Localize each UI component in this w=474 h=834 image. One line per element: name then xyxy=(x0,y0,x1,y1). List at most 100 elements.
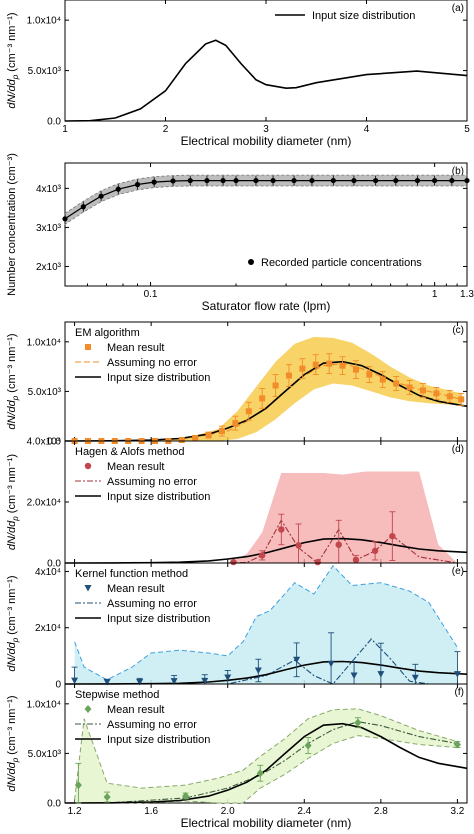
y-axis-label-main: dN/dd xyxy=(6,641,18,671)
y-axis-label-sub: p xyxy=(11,516,20,522)
legend-label: Input size distribution xyxy=(107,491,210,503)
data-point xyxy=(115,186,121,192)
data-point xyxy=(134,181,141,188)
x-tick-label: 0.1 xyxy=(144,289,158,300)
y-tick-label: 0.0 xyxy=(47,117,61,128)
x-tick-label: 2.0 xyxy=(221,806,235,817)
panel-c: 0.0 5.0x10³ 1.0x10⁴ (c) dN/ddp (cm⁻³ nm⁻¹) EM… xyxy=(6,321,468,448)
series-line-input xyxy=(64,39,468,122)
series-line-input xyxy=(64,360,468,442)
y-axis-label-unit: (cm⁻³ nm⁻¹) xyxy=(6,12,18,74)
data-point xyxy=(151,179,157,185)
panel-label: (a) xyxy=(452,3,464,14)
data-point xyxy=(458,396,465,403)
y-tick-label: 3x10³ xyxy=(36,223,62,234)
x-tick-label: 1.2 xyxy=(68,806,82,817)
legend-title: EM algorithm xyxy=(75,327,140,339)
series-line-input xyxy=(64,722,468,804)
data-point xyxy=(352,556,360,564)
legend-swatch-marker xyxy=(248,259,254,265)
data-point xyxy=(326,360,333,367)
x-tick-label: 2.8 xyxy=(374,806,388,817)
legend-label: Mean result xyxy=(107,583,164,595)
data-point xyxy=(253,177,259,184)
panel-e: 0 2x10⁴ 4x10⁴ (e) dN/ddp (cm⁻³ nm⁻¹) Kernel f… xyxy=(6,562,468,691)
data-point xyxy=(350,672,358,680)
data-point xyxy=(414,177,421,184)
legend-label: Mean result xyxy=(107,461,164,473)
y-axis-label-main: dN/dd xyxy=(6,761,18,791)
y-axis-label-unit: (cm⁻³ nm⁻¹) xyxy=(6,454,18,516)
data-point xyxy=(230,558,237,566)
y-tick-label: 4x10³ xyxy=(36,184,62,195)
series-line-input xyxy=(64,660,468,685)
data-point xyxy=(354,718,362,727)
uncertainty-band xyxy=(64,174,468,226)
y-tick-label: 0.0 xyxy=(47,437,61,448)
data-point xyxy=(351,177,357,184)
data-point xyxy=(84,705,92,713)
x-tick-label: 1.6 xyxy=(144,806,158,817)
panel-d: 0.0 2.0x10⁴ 4.0x10⁴ (d) dN/ddp (cm⁻³ nm⁻¹) Ha… xyxy=(6,437,468,570)
legend-label: Assuming no error xyxy=(107,719,197,731)
legend-label: Assuming no error xyxy=(107,598,197,610)
data-point xyxy=(218,428,225,435)
data-point xyxy=(204,177,210,184)
x-axis-label: Electrical mobility diameter (nm) xyxy=(181,134,352,148)
y-axis-label-main: dN/dd xyxy=(6,399,18,429)
legend-title: Stepwise method xyxy=(75,689,159,701)
panel-label: (e) xyxy=(452,566,464,577)
y-tick-label: 5.0x10³ xyxy=(28,66,62,77)
series-line-no-error xyxy=(78,721,458,804)
data-point xyxy=(312,361,319,368)
data-point xyxy=(278,526,285,533)
data-point xyxy=(270,177,276,184)
data-point xyxy=(205,432,212,439)
data-point xyxy=(449,177,455,184)
y-axis-label-sub: p xyxy=(11,395,20,401)
data-point xyxy=(85,344,91,350)
data-point xyxy=(80,204,86,210)
legend-label: Mean result xyxy=(107,704,164,716)
data-point xyxy=(419,387,426,394)
panel-f: 0.0 5.0x10³ 1.0x10⁴ 1.2 1.6 2.0 2.4 2.8 3.2 (f) El… xyxy=(6,683,468,830)
band-upper-edge xyxy=(74,708,458,801)
x-axis-label: Saturator flow rate (lpm) xyxy=(202,299,331,313)
band-upper-edge xyxy=(74,565,458,681)
data-point xyxy=(201,677,209,685)
y-tick-label: 0.0 xyxy=(47,799,61,810)
panel-label: (d) xyxy=(452,444,464,455)
uncertainty-band xyxy=(227,471,458,563)
data-point xyxy=(245,408,252,415)
x-tick-label: 4 xyxy=(364,124,370,135)
y-tick-label: 5.0x10³ xyxy=(28,387,62,398)
data-point xyxy=(393,177,399,184)
y-tick-label: 4x10⁴ xyxy=(35,567,61,578)
y-tick-label: 4.0x10⁴ xyxy=(27,437,61,448)
legend-label: Input size distribution xyxy=(312,10,415,22)
data-point xyxy=(453,740,461,749)
y-tick-label: 1.0x10⁴ xyxy=(27,699,61,710)
y-axis-label-sub: p xyxy=(11,757,20,763)
data-point xyxy=(258,552,266,559)
y-axis-label: Number concentration (cm⁻³) xyxy=(6,153,18,296)
data-point xyxy=(285,372,292,379)
data-point xyxy=(291,177,297,184)
y-tick-label: 1.0x10⁴ xyxy=(27,16,61,27)
y-axis-label-unit: (cm⁻³ nm⁻¹) xyxy=(6,695,18,757)
x-tick-label: 2.4 xyxy=(297,806,311,817)
data-point xyxy=(103,679,111,686)
uncertainty-band xyxy=(74,565,458,684)
legend-title: Hagen & Alofs method xyxy=(75,446,184,458)
data-point xyxy=(98,193,104,199)
data-point xyxy=(327,660,335,668)
data-point xyxy=(224,674,232,682)
legend-label: Input size distribution xyxy=(107,734,210,746)
legend-label: Recorded particle concentrations xyxy=(261,257,422,269)
data-point xyxy=(74,781,82,790)
y-tick-label: 1.0x10⁴ xyxy=(27,337,61,348)
data-point xyxy=(335,541,342,548)
y-axis-label: dN/ddp (cm⁻³ nm⁻¹) xyxy=(6,12,20,108)
y-tick-label: 0.0 xyxy=(47,559,61,570)
y-axis-label-main: dN/dd xyxy=(6,78,18,108)
